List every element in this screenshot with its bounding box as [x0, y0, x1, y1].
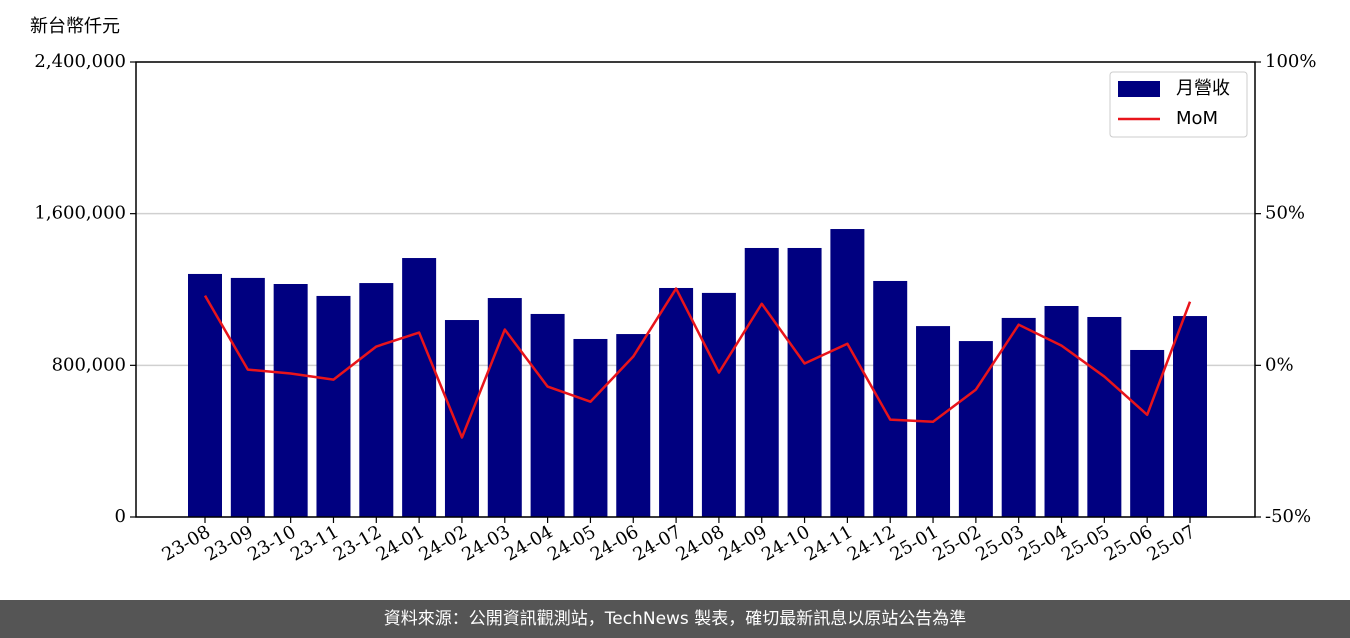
x-tick-label: 23-11 [287, 521, 342, 565]
legend-label: 月營收 [1176, 78, 1230, 99]
x-tick-label: 24-03 [458, 521, 513, 565]
bar [1001, 317, 1036, 517]
x-tick-label: 25-02 [929, 521, 984, 565]
x-tick-label: 25-07 [1144, 521, 1199, 565]
bar [359, 283, 394, 517]
legend-label: MoM [1176, 108, 1218, 129]
y2-tick-label: 0% [1265, 354, 1294, 375]
bar [273, 284, 308, 517]
x-tick-label: 24-04 [501, 521, 556, 565]
x-tick-label: 24-09 [715, 521, 770, 565]
bar [787, 247, 822, 517]
bar [958, 341, 993, 517]
bar [1173, 316, 1207, 517]
y-tick-label: 2,400,000 [34, 51, 126, 72]
x-tick-label: 25-01 [887, 521, 942, 565]
bar [701, 292, 736, 517]
y2-tick-label: 50% [1265, 203, 1305, 224]
bar [1044, 305, 1079, 517]
bar [659, 287, 694, 517]
bar [316, 295, 351, 517]
x-tick-label: 25-06 [1101, 521, 1156, 565]
footer: 資料來源：公開資訊觀測站，TechNews 製表，確切最新訊息以原站公告為準 [0, 600, 1350, 638]
bar [230, 277, 265, 517]
bar [744, 247, 779, 517]
y-tick-label: 800,000 [52, 354, 126, 375]
bar [530, 313, 565, 517]
bar [1130, 349, 1165, 517]
x-tick-label: 23-10 [244, 521, 299, 565]
mom-line [203, 287, 1192, 439]
bar [188, 273, 222, 517]
bar [402, 258, 437, 517]
y-tick-label: 1,600,000 [34, 203, 126, 224]
plot-frame [135, 61, 1256, 518]
x-tick-label: 23-12 [330, 521, 385, 565]
x-tick-label: 24-06 [587, 521, 642, 565]
x-tick-label: 24-02 [416, 521, 471, 565]
chart: 新台幣仟元 0 800,000 1,600,000 2,400,000 -50% 0% 50… [30, 16, 1316, 566]
x-tick-label: 24-07 [630, 521, 685, 565]
x-tick-label: 25-04 [1015, 521, 1070, 565]
x-tick-label: 24-05 [544, 521, 599, 565]
x-tick-label: 25-03 [972, 521, 1027, 565]
bar [1087, 316, 1122, 517]
x-tick-label: 23-08 [159, 521, 214, 565]
bar [573, 338, 608, 517]
x-tick-label: 23-09 [201, 521, 256, 565]
y-tick-label: 0 [115, 506, 126, 527]
x-tick-label: 24-10 [758, 521, 813, 565]
y2-tick-label: -50% [1265, 506, 1311, 527]
bar [444, 320, 479, 517]
x-tick-label: 24-01 [373, 521, 428, 565]
bar [616, 334, 651, 517]
x-tick-label: 24-11 [801, 521, 856, 565]
x-tick-label: 24-12 [844, 521, 899, 565]
legend-swatch [1118, 81, 1160, 97]
y2-tick-label: 100% [1265, 51, 1316, 72]
bar [830, 229, 865, 517]
x-tick-label: 25-05 [1058, 521, 1113, 565]
bar [487, 298, 522, 517]
y-axis-unit: 新台幣仟元 [30, 16, 120, 37]
x-tick-label: 24-08 [672, 521, 727, 565]
